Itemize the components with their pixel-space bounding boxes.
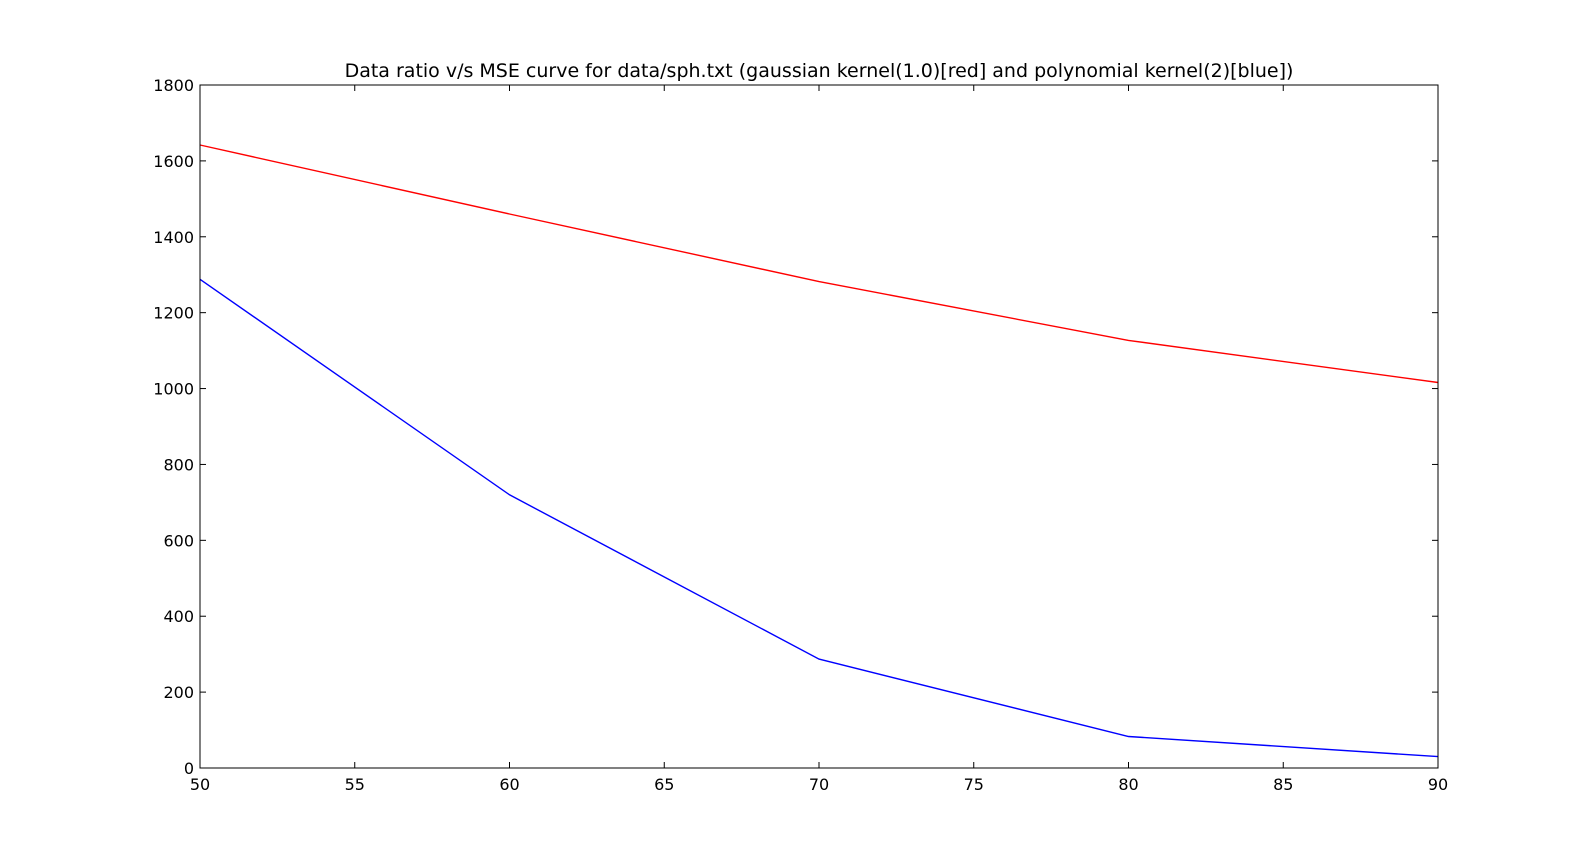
x-tick-label: 50 [190,775,210,794]
y-tick-label: 1600 [153,152,194,171]
x-tick-label: 85 [1273,775,1293,794]
x-tick-label: 90 [1428,775,1448,794]
chart-title: Data ratio v/s MSE curve for data/sph.tx… [345,60,1294,82]
series-line-1 [199,144,1439,384]
x-axis: 50 55 60 65 70 75 80 85 90 [190,85,1448,794]
series-line-2 [199,278,1439,758]
y-tick-label: 1800 [153,76,194,95]
y-tick-label: 0 [184,759,194,778]
y-tick-label: 1400 [153,228,194,247]
y-tick-label: 200 [163,683,194,702]
plot-frame [199,84,1439,769]
x-tick-label: 60 [499,775,519,794]
y-tick-label: 600 [163,531,194,550]
y-tick-label: 800 [163,455,194,474]
x-tick-label: 75 [964,775,984,794]
x-tick-label: 80 [1118,775,1138,794]
series-layer [199,144,1439,758]
y-tick-label: 1200 [153,304,194,323]
y-tick-label: 1000 [153,380,194,399]
y-tick-label: 400 [163,607,194,626]
y-axis: 0 200 400 600 800 1000 1200 1400 1600 1800 [153,76,1438,778]
x-tick-label: 65 [654,775,674,794]
x-tick-label: 55 [345,775,365,794]
x-tick-label: 70 [809,775,829,794]
